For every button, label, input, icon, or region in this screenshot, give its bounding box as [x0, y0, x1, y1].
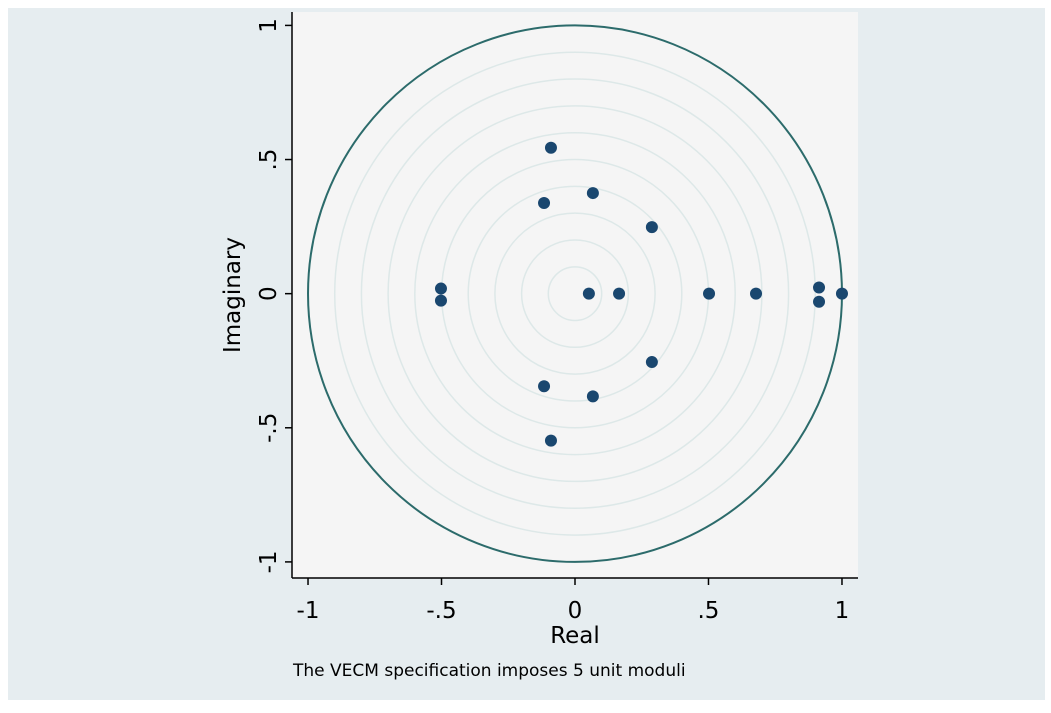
note: The VECM specification imposes 5 unit mo… [292, 661, 686, 681]
x-axis-title: Real [550, 623, 600, 649]
y-tick-label: 1 [256, 18, 282, 33]
eigenvalue-point [813, 281, 826, 294]
grid-circle [360, 78, 790, 510]
eigenvalue-point [544, 141, 557, 154]
grid-circle [547, 266, 603, 322]
y-tick-label: -.5 [256, 413, 282, 443]
y-tick-label: .5 [256, 149, 282, 171]
eigenvalue-point [434, 294, 447, 307]
eigenvalue-point [750, 287, 763, 300]
x-tick-label: 1 [835, 598, 850, 624]
eigenvalue-point [582, 287, 595, 300]
eigenvalue-point [835, 287, 848, 300]
y-tick-label: 0 [256, 286, 282, 301]
eigenvalue-point [645, 356, 658, 369]
grid-circle [333, 51, 817, 536]
x-tick-label: -1 [297, 598, 320, 624]
y-axis-title: Imaginary [220, 237, 246, 353]
eigenvalue-point [703, 287, 716, 300]
grid-circle [414, 131, 736, 456]
eigenvalue-point [586, 187, 599, 200]
eigenvalue-point [586, 390, 599, 403]
grid-circle [467, 185, 683, 402]
grid-circle [520, 239, 630, 349]
eigenvalue-point [538, 196, 551, 209]
grid-circle [494, 212, 656, 375]
x-tick-label: .5 [698, 598, 720, 624]
eigenvalue-point [544, 434, 557, 447]
y-tick-label: -1 [256, 550, 282, 573]
eigenvalue-point [613, 287, 626, 300]
eigenvalue-point [434, 282, 447, 295]
x-tick-label: 0 [568, 598, 583, 624]
eigenvalue-point [813, 295, 826, 308]
eigenvalue-point [645, 221, 658, 234]
x-tick-label: -.5 [426, 598, 456, 624]
eigenvalue-point [538, 380, 551, 393]
plot-region [292, 12, 858, 578]
